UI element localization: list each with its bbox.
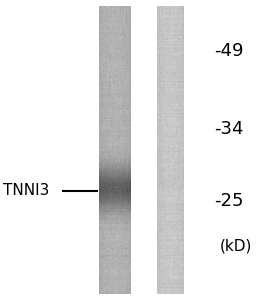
Text: (kD): (kD) bbox=[219, 238, 252, 253]
Text: -34: -34 bbox=[214, 120, 243, 138]
Text: -25: -25 bbox=[214, 192, 243, 210]
Text: TNNI3: TNNI3 bbox=[3, 183, 49, 198]
Text: -49: -49 bbox=[214, 42, 243, 60]
